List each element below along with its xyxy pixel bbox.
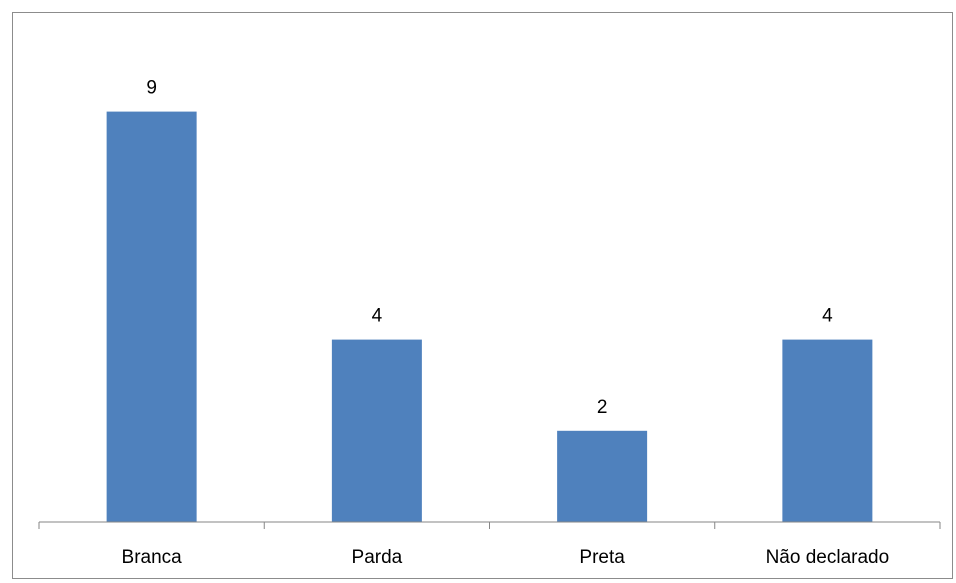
bar-1 [331,339,422,522]
x-tick-label-0: Branca [122,547,183,568]
x-tick-label-1: Parda [352,547,403,568]
bars-group [106,111,873,522]
x-tick-label-3: Não declarado [766,547,890,568]
bar-3 [782,339,873,522]
bar-0 [106,111,197,522]
x-tick-label-2: Preta [579,547,625,568]
data-label-0: 9 [146,78,157,99]
x-tick-labels-group: Branca Parda Preta Não declarado [122,547,890,568]
data-label-2: 2 [597,397,608,418]
data-label-3: 4 [822,306,833,327]
x-axis-ticks-group [38,522,941,529]
bar-2 [557,430,648,522]
data-label-1: 4 [372,306,383,327]
data-labels-group: 9 4 2 4 [146,78,833,418]
